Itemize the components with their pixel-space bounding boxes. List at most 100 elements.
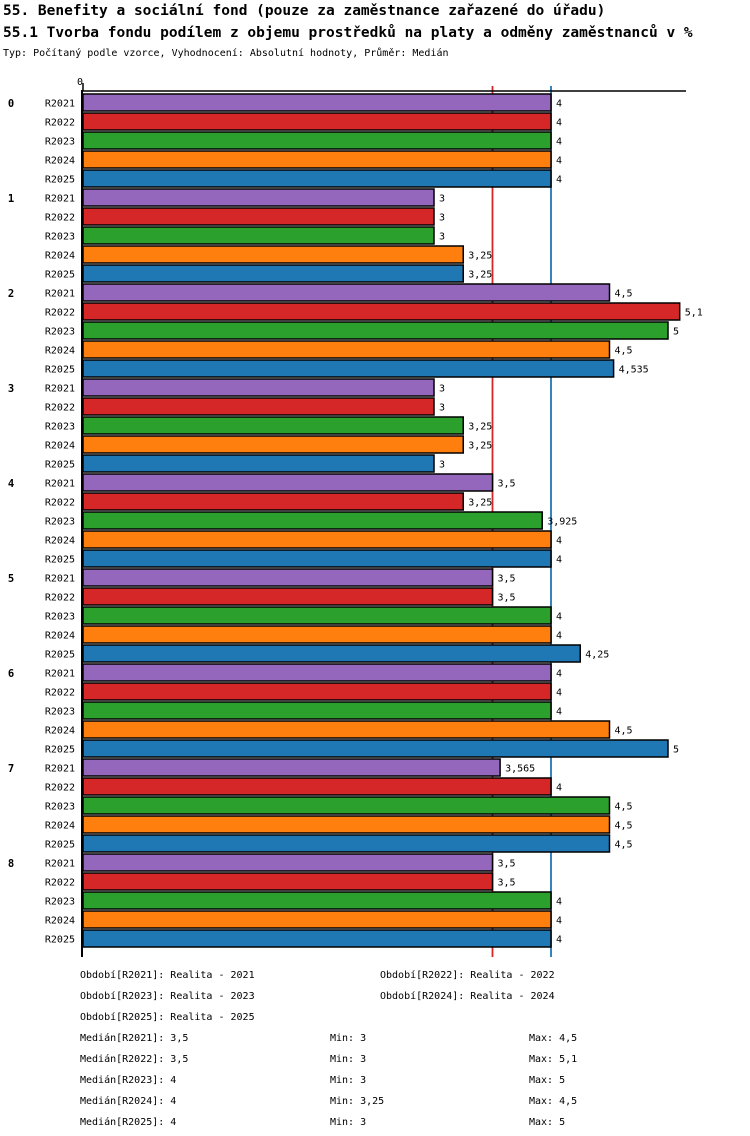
bar-R2025-group5	[82, 644, 581, 663]
bar-R2021-group4	[82, 473, 494, 492]
bar-R2024-group5	[82, 625, 552, 644]
group-label: 0	[8, 98, 14, 110]
bar-R2022-group5	[82, 587, 494, 606]
bar-value-label: 4	[556, 669, 562, 680]
bar-R2021-group3	[82, 378, 435, 397]
row-label: R2025	[45, 935, 75, 946]
bar-value-label: 3,5	[498, 479, 516, 490]
bar-R2022-group7	[82, 777, 552, 796]
bar-value-label: 4	[556, 783, 562, 794]
row-label: R2022	[45, 403, 75, 414]
row-label: R2024	[45, 631, 75, 642]
bar-value-label: 3,25	[468, 251, 492, 262]
bar-R2021-group5	[82, 568, 494, 587]
group-label: 4	[8, 478, 14, 490]
bar-R2025-group4	[82, 549, 552, 568]
bar-value-label: 3,25	[468, 498, 492, 509]
bar-R2024-group2	[82, 340, 611, 359]
row-label: R2023	[45, 517, 75, 528]
group-label: 2	[8, 288, 14, 300]
row-label: R2023	[45, 802, 75, 813]
row-label: R2024	[45, 726, 75, 737]
bar-R2025-group2	[82, 359, 615, 378]
bar-value-label: 3,25	[468, 422, 492, 433]
row-label: R2021	[45, 384, 75, 395]
bar-value-label: 4	[556, 935, 562, 946]
bar-value-label: 4,25	[585, 650, 609, 661]
bar-value-label: 3	[439, 213, 445, 224]
bar-R2023-group6	[82, 701, 552, 720]
bar-R2023-group1	[82, 226, 435, 245]
row-label: R2022	[45, 783, 75, 794]
row-label: R2025	[45, 460, 75, 471]
bar-value-label: 3	[439, 384, 445, 395]
row-label: R2022	[45, 688, 75, 699]
row-label: R2022	[45, 213, 75, 224]
bar-value-label: 4	[556, 555, 562, 566]
bar-R2025-group1	[82, 264, 464, 283]
row-label: R2024	[45, 346, 75, 357]
bar-value-label: 4,5	[615, 289, 633, 300]
bar-value-label: 4	[556, 99, 562, 110]
bar-R2025-group0	[82, 169, 552, 188]
bar-value-label: 4	[556, 536, 562, 547]
row-label: R2025	[45, 270, 75, 281]
bar-value-label: 3	[439, 403, 445, 414]
bar-value-label: 4	[556, 175, 562, 186]
bar-R2024-group3	[82, 435, 464, 454]
bar-R2024-group8	[82, 910, 552, 929]
bar-value-label: 3	[439, 194, 445, 205]
row-label: R2021	[45, 479, 75, 490]
bar-R2022-group3	[82, 397, 435, 416]
bar-R2023-group8	[82, 891, 552, 910]
row-label: R2021	[45, 669, 75, 680]
bar-value-label: 3,5	[498, 859, 516, 870]
bar-R2025-group8	[82, 929, 552, 948]
group-label: 8	[8, 858, 14, 870]
bar-R2021-group2	[82, 283, 611, 302]
bar-R2023-group0	[82, 131, 552, 150]
bar-R2024-group7	[82, 815, 611, 834]
row-label: R2023	[45, 897, 75, 908]
bar-value-label: 3	[439, 460, 445, 471]
bar-value-label: 5	[673, 745, 679, 756]
bar-R2021-group0	[82, 93, 552, 112]
bar-R2025-group3	[82, 454, 435, 473]
bar-value-label: 4,5	[615, 346, 633, 357]
bar-R2022-group6	[82, 682, 552, 701]
row-label: R2023	[45, 327, 75, 338]
bar-R2024-group1	[82, 245, 464, 264]
page-title: 55. Benefity a sociální fond (pouze za z…	[3, 3, 606, 19]
row-label: R2021	[45, 859, 75, 870]
row-label: R2023	[45, 232, 75, 243]
row-label: R2022	[45, 118, 75, 129]
bar-R2025-group6	[82, 739, 669, 758]
row-label: R2025	[45, 175, 75, 186]
row-label: R2025	[45, 650, 75, 661]
bar-value-label: 4,5	[615, 802, 633, 813]
row-label: R2024	[45, 916, 75, 927]
bar-R2024-group0	[82, 150, 552, 169]
bar-R2022-group2	[82, 302, 681, 321]
bar-value-label: 3	[439, 232, 445, 243]
bar-R2021-group6	[82, 663, 552, 682]
bar-R2023-group5	[82, 606, 552, 625]
bar-value-label: 5	[673, 327, 679, 338]
row-label: R2025	[45, 840, 75, 851]
bar-R2024-group6	[82, 720, 611, 739]
bar-R2023-group3	[82, 416, 464, 435]
bar-R2022-group4	[82, 492, 464, 511]
bar-value-label: 3,925	[547, 517, 577, 528]
bar-R2025-group7	[82, 834, 611, 853]
row-label: R2021	[45, 289, 75, 300]
row-label: R2024	[45, 536, 75, 547]
bar-value-label: 3,565	[505, 764, 535, 775]
bar-R2022-group0	[82, 112, 552, 131]
bar-R2022-group1	[82, 207, 435, 226]
row-label: R2022	[45, 878, 75, 889]
row-label: R2022	[45, 498, 75, 509]
group-label: 5	[8, 573, 14, 585]
row-label: R2024	[45, 156, 75, 167]
